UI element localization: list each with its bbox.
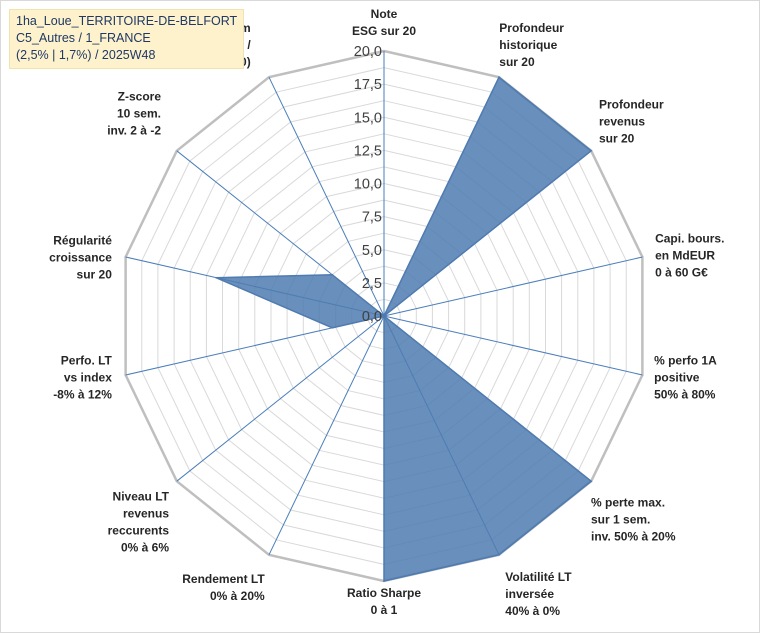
series-area-1 [215,76,593,582]
axis-label-11: Perfo. LT vs index -8% à 12% [53,354,112,402]
axis-label-9: Rendement LT 0% à 20% [182,572,265,603]
radial-tick-label: 12,5 [354,143,382,159]
radial-tick-label: 7,5 [362,210,382,226]
series-point-3 [590,150,592,152]
series-point-2 [498,76,500,78]
series-point-13 [331,273,334,276]
radial-tick-label: 2,5 [362,276,382,292]
axis-label-13: Z-score 10 sem. inv. 2 à -2 [107,90,161,138]
series-point-11 [331,327,334,329]
chart-title-line-3: (2,5% | 1,7%) / 2025W48 [16,48,156,62]
radial-tick-label: 15,0 [354,110,382,126]
series-point-8 [383,580,385,582]
radial-tick-label: 20,0 [354,44,382,60]
radial-tick-label: 10,0 [354,177,382,193]
radial-tick-label: 0,0 [362,309,382,325]
radar-spoke [383,256,643,317]
radial-tick-label: 17,5 [354,77,382,93]
chart-title-line-2: C5_Autres / 1_FRANCE [16,31,151,45]
radial-tick-label: 5,0 [362,243,382,259]
series-point-7 [498,554,500,556]
radar-spoke [383,315,643,376]
chart-title-line-1: 1ha_Loue_TERRITOIRE-DE-BELFORT [16,14,238,28]
axis-label-10: Niveau LT revenus reccurents 0% à 6% [108,490,170,555]
axis-label-6: % perte max. sur 1 sem. inv. 50% à 20% [591,496,676,544]
axis-label-12: Régularité croissance sur 20 [49,233,112,281]
chart-title-box: 1ha_Loue_TERRITOIRE-DE-BELFORT C5_Autres… [9,9,245,69]
axis-label-5: % perfo 1A positive 50% à 80% [654,354,717,402]
radar-spoke [268,76,385,317]
axis-label-3: Profondeur revenus sur 20 [599,98,664,146]
axis-label-1: Note ESG sur 20 [352,7,416,38]
axis-label-2: Profondeur historique sur 20 [499,21,564,69]
axis-label-7: Volatilité LT inversée 40% à 0% [505,570,572,618]
axis-label-4: Capi. bours. en MdEUR 0 à 60 G€ [655,231,724,279]
axis-label-8: Ratio Sharpe 0 à 1 [347,586,421,617]
radar-spoke [176,315,385,482]
series-point-14 [383,315,385,317]
radar-spoke [268,315,385,556]
series-point-6 [590,480,592,483]
series-point-12 [215,276,217,279]
